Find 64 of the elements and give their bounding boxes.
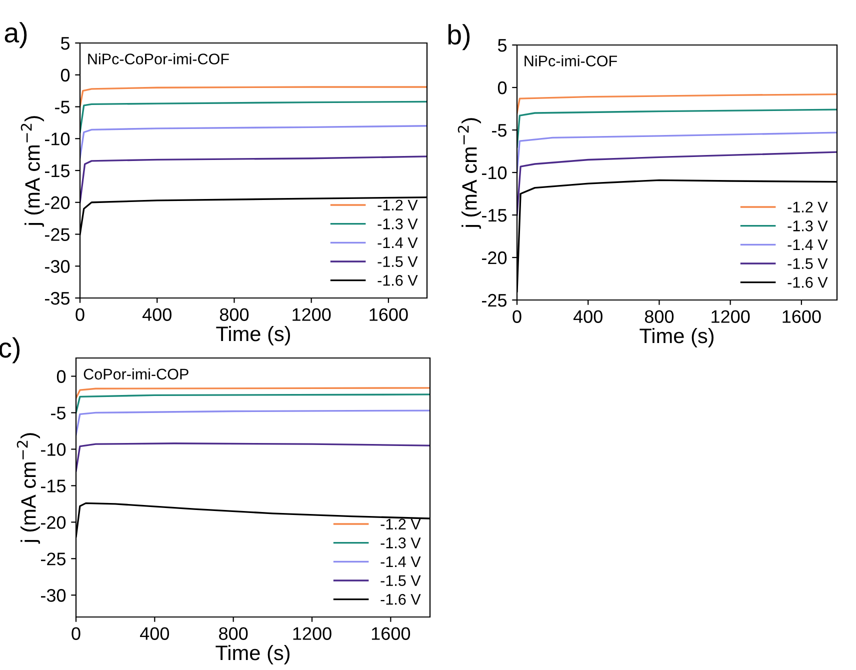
x-tick-label: 0 bbox=[76, 308, 84, 321]
legend-label: -1.5 V bbox=[788, 258, 828, 269]
x-tick-label: 1200 bbox=[712, 310, 750, 323]
legend-label: -1.3 V bbox=[788, 220, 828, 232]
legend-label: -1.4 V bbox=[378, 238, 418, 248]
x-tick-label: 400 bbox=[142, 308, 172, 321]
y-tick-label: -25 bbox=[44, 228, 70, 241]
legend-label: -1.5 V bbox=[378, 256, 418, 267]
legend-label: -1.6 V bbox=[788, 276, 828, 288]
y-tick-label: 0 bbox=[60, 68, 70, 82]
chart-title: a) bbox=[4, 22, 27, 48]
y-tick-label: 0 bbox=[56, 370, 66, 383]
x-axis-title: Time (s) bbox=[216, 644, 290, 664]
legend-label: -1.2 V bbox=[380, 518, 421, 530]
y-tick-label: -5 bbox=[492, 124, 507, 137]
x-tick-label: 800 bbox=[219, 627, 248, 640]
y-tick-label: -35 bbox=[44, 292, 70, 305]
y-tick-label: -10 bbox=[482, 166, 507, 180]
y-tick-label: -15 bbox=[40, 480, 66, 492]
y-tick-label: 5 bbox=[60, 37, 70, 50]
x-tick-label: 400 bbox=[573, 310, 602, 323]
x-tick-label: 0 bbox=[512, 310, 522, 323]
y-tick-label: -20 bbox=[44, 196, 70, 210]
legend-label: -1.2 V bbox=[378, 200, 418, 210]
y-tick-label: -20 bbox=[482, 251, 507, 264]
legend-label: -1.5 V bbox=[380, 575, 421, 586]
x-axis-title: Time (s) bbox=[640, 328, 714, 348]
x-tick-label: 800 bbox=[220, 308, 249, 321]
x-tick-label: 1200 bbox=[292, 308, 331, 321]
y-tick-label: -15 bbox=[44, 164, 70, 178]
x-tick-label: 1600 bbox=[370, 308, 408, 321]
annotation: NiPc-imi-COF bbox=[524, 55, 617, 66]
legend-label: -1.6 V bbox=[380, 594, 421, 605]
y-tick-label: -20 bbox=[40, 516, 66, 529]
legend-label: -1.2 V bbox=[788, 202, 828, 212]
y-axis-title: j (mA cm$^{−2}$) bbox=[16, 433, 40, 544]
legend-label: -1.4 V bbox=[788, 240, 828, 250]
y-tick-label: 0 bbox=[498, 81, 507, 94]
y-tick-label: -10 bbox=[40, 443, 66, 456]
y-tick-label: -25 bbox=[482, 294, 507, 307]
annotation: CoPor-imi-COP bbox=[84, 368, 188, 380]
legend-label: -1.4 V bbox=[380, 556, 421, 568]
x-tick-label: 1600 bbox=[782, 310, 821, 323]
chart-title: b) bbox=[448, 24, 470, 50]
y-tick-label: -30 bbox=[40, 589, 66, 602]
y-tick-label: -5 bbox=[55, 100, 70, 114]
y-tick-label: -10 bbox=[44, 132, 70, 146]
x-tick-label: 1200 bbox=[293, 627, 332, 640]
y-tick-label: -30 bbox=[44, 260, 70, 273]
annotation: NiPc-CoPor-imi-COF bbox=[88, 53, 229, 64]
legend-label: -1.3 V bbox=[378, 218, 418, 230]
y-tick-label: -5 bbox=[51, 406, 66, 420]
legend-label: -1.3 V bbox=[380, 538, 421, 548]
x-tick-label: 1600 bbox=[372, 627, 410, 640]
y-tick-label: -25 bbox=[40, 552, 66, 566]
x-tick-label: 800 bbox=[644, 310, 674, 323]
x-tick-label: 400 bbox=[140, 627, 170, 640]
x-axis-title: Time (s) bbox=[216, 326, 290, 346]
x-tick-label: 0 bbox=[72, 627, 80, 640]
y-axis-title: j (mA cm$^{−2}$) bbox=[458, 118, 481, 229]
y-tick-label: -15 bbox=[482, 209, 507, 222]
y-tick-label: 5 bbox=[498, 39, 507, 52]
y-axis-title: j (mA cm$^{−2}$) bbox=[20, 116, 44, 227]
legend-label: -1.6 V bbox=[378, 274, 418, 286]
